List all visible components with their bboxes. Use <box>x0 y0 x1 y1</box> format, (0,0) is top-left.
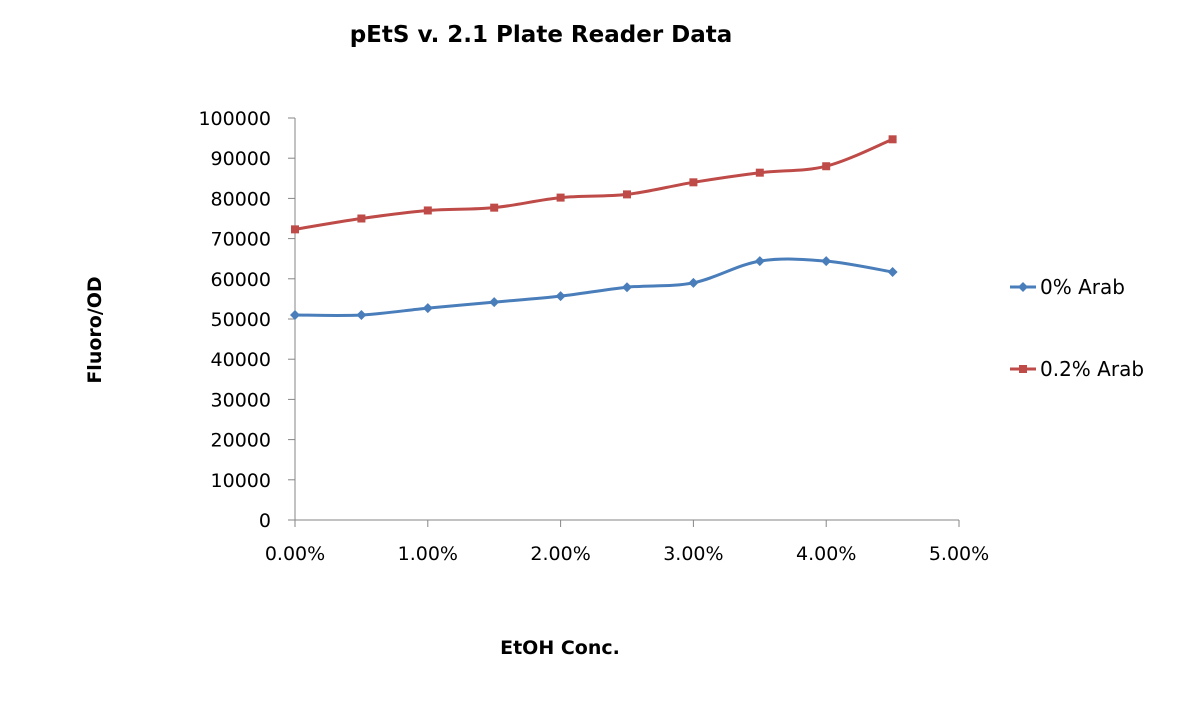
legend-label-0-2-arab: 0.2% Arab <box>1040 357 1144 381</box>
x-tick-label: 5.00% <box>929 543 989 565</box>
x-tick-label: 0.00% <box>265 543 325 565</box>
y-tick-label: 60000 <box>211 269 271 291</box>
y-tick-label: 90000 <box>211 148 271 170</box>
data-point-0-2-arab <box>556 193 565 202</box>
y-tick-label: 30000 <box>211 389 271 411</box>
data-point-0-arab <box>754 256 765 267</box>
legend-entry-0-arab: 0% Arab <box>1010 275 1125 299</box>
y-tick-label: 10000 <box>211 470 271 492</box>
chart-title: pEtS v. 2.1 Plate Reader Data <box>350 22 733 48</box>
axes: 0 10000 20000 30000 40000 50000 60000 70000 8000… <box>198 108 989 565</box>
y-tick-label: 50000 <box>211 309 271 331</box>
legend-marker-0-arab <box>1018 282 1028 292</box>
data-point-0-2-arab <box>623 190 631 199</box>
x-tick-label: 2.00% <box>530 543 590 565</box>
data-point-0-2-arab <box>888 135 897 144</box>
series-layer <box>290 135 898 320</box>
x-tick-label: 4.00% <box>796 543 856 565</box>
legend: 0% Arab 0.2% Arab <box>1010 275 1144 381</box>
series-line-0-2-arab <box>294 137 894 231</box>
data-point-0-arab <box>555 291 566 302</box>
y-tick-label: 0 <box>259 510 271 532</box>
y-tick-label: 100000 <box>198 108 271 130</box>
legend-marker-0-2-arab <box>1019 365 1027 373</box>
data-point-0-2-arab <box>689 178 698 187</box>
series-line-0-arab <box>294 257 893 317</box>
data-point-0-2-arab <box>490 203 499 212</box>
data-point-0-arab <box>688 277 699 288</box>
y-tick-label: 40000 <box>211 349 271 371</box>
data-point-0-2-arab <box>357 214 366 223</box>
y-tick-label: 20000 <box>211 430 271 452</box>
data-point-0-arab <box>356 309 367 320</box>
y-tick-label: 80000 <box>211 188 271 210</box>
data-point-0-2-arab <box>822 162 831 171</box>
x-axis-title: EtOH Conc. <box>500 637 620 659</box>
legend-entry-0-2-arab: 0.2% Arab <box>1010 357 1144 381</box>
x-tick-label: 1.00% <box>398 543 458 565</box>
data-point-0-arab <box>422 303 433 314</box>
data-point-0-2-arab <box>755 168 764 177</box>
data-point-0-2-arab <box>291 225 299 234</box>
data-point-0-arab <box>887 266 898 277</box>
y-tick-label: 70000 <box>211 229 271 251</box>
y-axis-title: Fluoro/OD <box>84 276 106 383</box>
series-0-2-arab <box>291 135 897 234</box>
series-0-arab <box>290 256 898 320</box>
data-point-0-2-arab <box>423 206 432 215</box>
data-point-0-arab <box>622 282 632 293</box>
legend-label-0-arab: 0% Arab <box>1040 275 1125 299</box>
data-point-0-arab <box>489 297 500 308</box>
data-point-0-arab <box>290 309 300 320</box>
data-point-0-arab <box>821 256 832 267</box>
x-tick-label: 3.00% <box>663 543 723 565</box>
